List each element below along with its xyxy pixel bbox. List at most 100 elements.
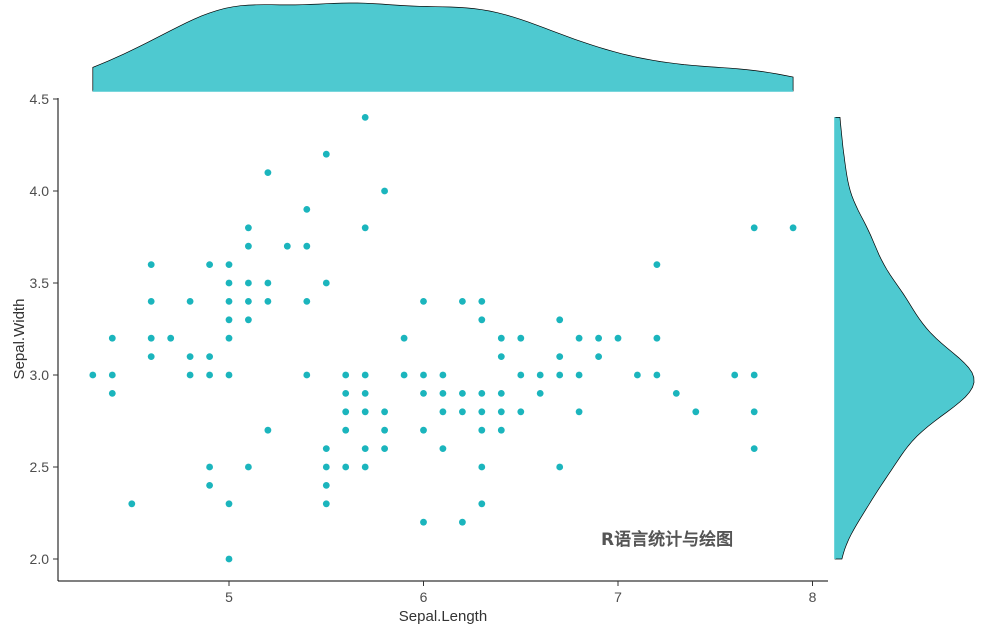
data-point [556, 316, 564, 324]
data-point [478, 298, 486, 305]
data-point [517, 371, 525, 379]
data-point [342, 426, 350, 434]
data-point [595, 334, 602, 342]
data-point [264, 169, 272, 177]
data-point [303, 206, 311, 213]
data-point [147, 298, 155, 305]
data-point [361, 114, 369, 121]
data-point [361, 463, 369, 471]
y-tick-label: 4.5 [30, 91, 50, 107]
data-point [439, 371, 447, 379]
data-point [400, 371, 408, 379]
data-point [614, 334, 622, 342]
data-point [361, 408, 369, 416]
data-point [556, 353, 564, 360]
data-point [653, 261, 661, 268]
data-point [225, 371, 233, 379]
data-point [400, 334, 408, 342]
data-point [147, 261, 155, 268]
data-point [789, 224, 797, 232]
data-point [342, 408, 350, 416]
data-point [556, 371, 564, 379]
data-point [731, 371, 739, 379]
data-point [420, 371, 427, 379]
data-point [478, 408, 486, 416]
data-point [653, 371, 661, 379]
data-point [147, 353, 155, 360]
data-point [264, 279, 272, 287]
data-point [556, 463, 564, 471]
data-point [186, 371, 194, 379]
data-point [459, 390, 466, 397]
data-point [439, 390, 447, 397]
data-point [575, 408, 583, 416]
data-point [634, 371, 641, 379]
data-point [206, 353, 214, 360]
data-point [381, 445, 388, 452]
data-point [108, 390, 116, 397]
data-point [478, 500, 486, 508]
top-density-plot [92, 2, 794, 92]
data-point [459, 518, 466, 526]
data-point [342, 463, 350, 471]
data-point [536, 371, 544, 379]
data-point [245, 298, 252, 305]
data-point [186, 298, 194, 305]
data-point [750, 371, 758, 379]
data-point [750, 408, 758, 416]
sepal-width-density-area [834, 117, 975, 560]
data-point [322, 482, 330, 489]
data-point [322, 445, 330, 452]
data-point [342, 390, 350, 397]
data-point [575, 371, 583, 379]
data-point [420, 426, 427, 434]
x-tick-label: 8 [809, 589, 817, 605]
data-point [147, 334, 155, 342]
y-tick-label: 3.0 [30, 367, 50, 383]
data-point [264, 426, 272, 434]
data-point [108, 371, 116, 379]
data-point [653, 334, 661, 342]
y-tick-label: 3.5 [30, 275, 50, 291]
y-ticks: 2.0 2.5 3.0 3.5 4.0 4.5 [30, 91, 58, 567]
data-point [478, 426, 486, 434]
y-tick-label: 2.0 [30, 551, 50, 567]
data-point [478, 463, 486, 471]
data-point [575, 334, 583, 342]
x-axis-title: Sepal.Length [399, 608, 487, 625]
data-point [420, 518, 427, 526]
data-point [206, 482, 214, 489]
data-point [167, 334, 175, 342]
data-point [381, 187, 388, 195]
right-density-plot [834, 117, 975, 560]
axes [57, 98, 828, 582]
x-tick-label: 5 [225, 589, 233, 605]
data-point [225, 298, 233, 305]
data-point [459, 298, 466, 305]
data-point [595, 353, 602, 360]
data-point [322, 279, 330, 287]
data-point [692, 408, 700, 416]
data-point [459, 408, 466, 416]
data-point [206, 261, 214, 268]
data-point [750, 224, 758, 232]
data-point [439, 408, 447, 416]
data-point [478, 390, 486, 397]
data-point [245, 279, 252, 287]
data-point [497, 353, 505, 360]
data-point [672, 390, 680, 397]
x-tick-label: 6 [420, 589, 428, 605]
data-point [322, 150, 330, 158]
data-point [381, 408, 388, 416]
data-point [108, 334, 116, 342]
sepal-length-density-area [92, 2, 794, 92]
data-point [361, 390, 369, 397]
y-tick-label: 2.5 [30, 459, 50, 475]
watermark-text: R语言统计与绘图 [601, 529, 733, 550]
x-ticks: 5 6 7 8 [225, 581, 817, 605]
data-point [497, 334, 505, 342]
data-point [497, 426, 505, 434]
data-point [225, 555, 233, 563]
data-point [206, 371, 214, 379]
